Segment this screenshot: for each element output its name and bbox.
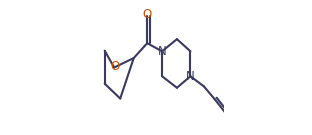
Text: N: N xyxy=(186,70,195,83)
Text: O: O xyxy=(110,60,119,73)
Text: N: N xyxy=(158,45,166,58)
Text: O: O xyxy=(143,8,152,21)
